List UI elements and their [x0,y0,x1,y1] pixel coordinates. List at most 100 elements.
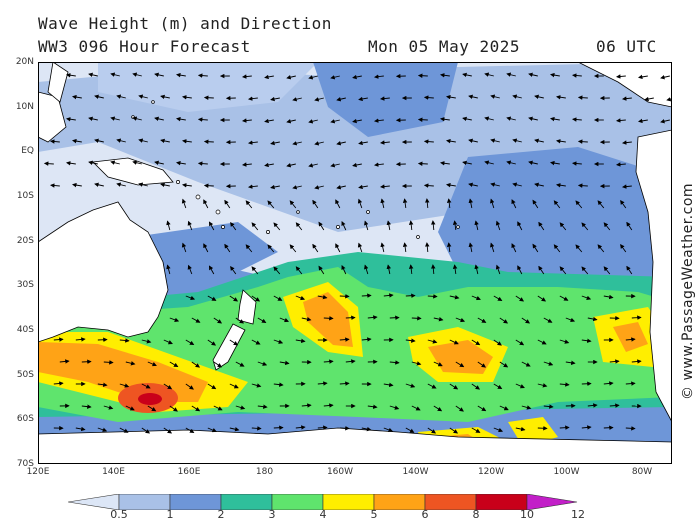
direction-arrow [446,198,452,209]
direction-arrow [603,266,611,275]
direction-arrow [495,264,501,275]
direction-arrow [484,72,494,77]
direction-arrow [402,198,408,209]
direction-arrow [75,337,86,342]
direction-arrow [515,383,525,389]
direction-arrow [187,220,193,231]
direction-arrow [440,73,450,78]
direction-arrow [279,317,290,323]
direction-arrow [380,242,385,253]
wave-direction-arrows [43,72,672,434]
direction-arrow [616,74,626,79]
direction-arrow [335,199,341,209]
direction-arrow [166,264,171,275]
direction-arrow [207,295,217,301]
legend-swatch [220,494,273,510]
direction-arrow [163,383,173,390]
direction-arrow [59,359,70,364]
direction-arrow [97,382,108,387]
direction-arrow [455,361,465,368]
direction-arrow [341,264,347,275]
direction-arrow [312,243,319,253]
direction-arrow [512,182,522,187]
direction-arrow [455,317,466,323]
direction-arrow [295,425,306,430]
direction-arrow [336,185,346,190]
direction-arrow [273,339,284,344]
direction-arrow [251,222,259,231]
lon-label: 160E [177,467,201,477]
direction-arrow [550,116,560,122]
direction-arrow [103,405,114,410]
direction-arrow [358,184,368,190]
direction-arrow [103,360,114,365]
direction-arrow [264,118,274,124]
direction-arrow [182,95,192,100]
direction-arrow [616,162,626,167]
direction-arrow [625,381,636,386]
direction-arrow [197,161,208,166]
direction-arrow [471,339,481,346]
direction-arrow [446,94,456,100]
legend-label: 1 [166,508,174,521]
direction-arrow [163,427,173,434]
legend-swatch [322,494,375,510]
direction-arrow [132,160,142,165]
direction-arrow [493,383,503,390]
direction-arrow [565,360,576,366]
direction-arrow [187,264,193,275]
direction-arrow [449,383,459,390]
direction-arrow [565,317,576,323]
direction-arrow [506,116,516,121]
direction-arrow [538,265,545,275]
direction-arrow [295,222,303,231]
direction-arrow [229,383,239,389]
direction-arrow [625,337,636,342]
direction-arrow [339,337,350,342]
lat-label: 20N [15,57,34,67]
direction-arrow [532,243,539,253]
direction-arrow [581,266,589,275]
direction-arrow [411,361,422,366]
direction-arrow [556,138,566,144]
direction-arrow [50,139,60,144]
direction-arrow [94,138,104,143]
direction-arrow [94,94,104,99]
legend-swatch [169,494,222,510]
direction-arrow [367,315,378,320]
direction-arrow [517,265,523,275]
direction-arrow [556,182,566,188]
direction-arrow [490,198,495,209]
direction-arrow [425,242,430,253]
direction-arrow [301,403,312,408]
direction-arrow [440,161,450,166]
direction-arrow [203,95,214,100]
direction-arrow [213,317,223,324]
direction-arrow [534,94,544,100]
direction-arrow [154,116,164,122]
direction-arrow [471,383,481,390]
wave-map[interactable] [38,62,672,464]
direction-arrow [72,138,82,144]
direction-arrow [181,198,187,209]
direction-arrow [603,425,614,430]
direction-arrow [537,339,547,345]
direction-arrow [423,183,434,188]
direction-arrow [374,74,384,79]
direction-arrow [208,265,215,275]
direction-arrow [312,199,319,209]
direction-arrow [286,75,296,80]
lon-label: 120W [477,467,505,477]
direction-arrow [286,163,296,168]
direction-arrow [587,316,598,322]
direction-arrow [160,138,170,144]
direction-arrow [622,140,632,145]
direction-arrow [452,264,458,275]
direction-arrow [279,360,290,366]
direction-arrow [292,97,302,102]
direction-arrow [408,264,414,275]
direction-arrow [528,160,538,165]
direction-arrow [609,403,620,408]
direction-arrow [81,404,92,409]
legend-swatch [424,494,477,510]
